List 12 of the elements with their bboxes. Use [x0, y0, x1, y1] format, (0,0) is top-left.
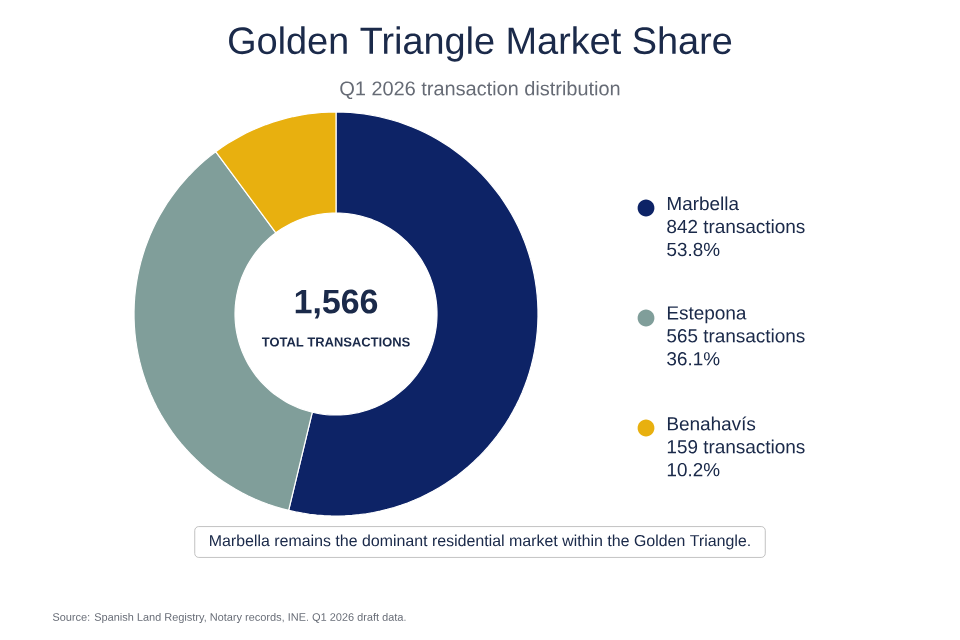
chart-title: Golden Triangle Market Share	[229, 26, 732, 62]
data-label: 159 transactions	[667, 439, 805, 454]
legend-label: Marbella	[667, 196, 739, 211]
text: 53.8%	[667, 242, 720, 257]
data-label: 842 transactions	[667, 219, 805, 234]
data-label: 565 transactions	[667, 328, 805, 343]
legend-label: Estepona	[667, 306, 747, 324]
legend-label: Benahavís	[667, 416, 756, 431]
text: 1,566	[295, 289, 378, 319]
text: 10.2%	[667, 462, 720, 477]
text: 36.1%	[667, 352, 720, 366]
chart-subtitle: Q1 2026 transaction distribution	[340, 80, 620, 100]
